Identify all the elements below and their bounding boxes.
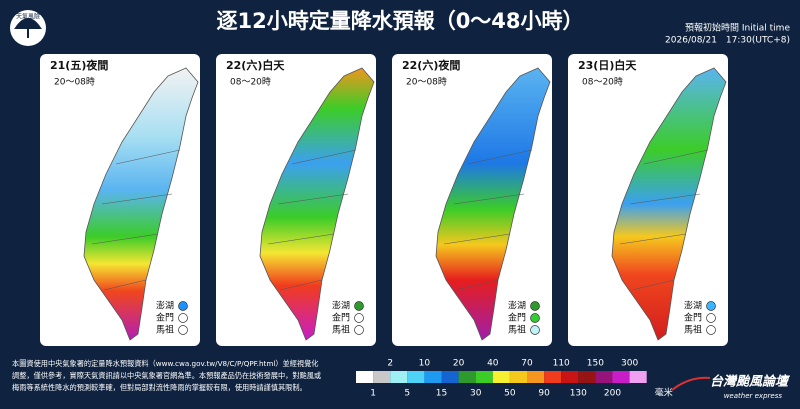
- island-rain: [354, 301, 364, 311]
- island-rain: [354, 325, 364, 335]
- taiwan-map: [435, 67, 551, 341]
- island-rain: [706, 301, 716, 311]
- scale-unit: 毫米: [655, 387, 673, 399]
- scale-swatch: [509, 371, 527, 383]
- init-time-label: 預報初始時間 Initial time: [685, 22, 790, 34]
- scale-swatch: [424, 371, 442, 383]
- logo-umbrella: [14, 18, 42, 38]
- note-line: 本圖資使用中央氣象署的定量降水預報資料（www.cwa.gov.tw/V8/C/…: [12, 359, 318, 368]
- scale-label: 15: [436, 389, 447, 399]
- init-time-value: 2026/08/21 17:30(UTC+8): [665, 36, 790, 46]
- scale-swatch: [492, 371, 510, 383]
- island-rain: [706, 325, 716, 335]
- taiwan-map: [611, 67, 727, 341]
- scale-swatch: [544, 371, 562, 383]
- panel-hours: 08～20時: [230, 77, 271, 88]
- island-name: 澎湖: [156, 300, 174, 312]
- panel-date: 22(六)白天: [226, 58, 285, 72]
- title: 逐12小時定量降水預報（0～48小時）: [216, 9, 583, 33]
- county-borders: [619, 149, 709, 291]
- island-name: 馬祖: [156, 324, 174, 336]
- county-borders: [267, 149, 357, 291]
- scale-label: 110: [553, 359, 570, 369]
- island-rain: [354, 313, 364, 323]
- panel-date: 21(五)夜間: [50, 58, 108, 72]
- scale-label: 300: [621, 359, 638, 369]
- scale-label: 30: [470, 389, 482, 399]
- scale-label: 150: [587, 359, 604, 369]
- scale-swatch: [356, 371, 374, 383]
- island-name: 金門: [332, 312, 350, 324]
- panel-date: 22(六)夜間: [402, 58, 460, 72]
- scale-swatch: [475, 371, 493, 383]
- scale-swatch: [373, 371, 391, 383]
- brand-swoosh: [671, 376, 711, 391]
- scale-label: 2: [387, 359, 393, 369]
- panel-hours: 20～08時: [54, 77, 95, 88]
- island-name: 馬祖: [684, 324, 702, 336]
- scale-label: 1: [370, 389, 376, 399]
- panel-hours: 20～08時: [406, 77, 447, 88]
- island-name: 金門: [508, 312, 526, 324]
- taiwan-map: [259, 67, 375, 341]
- scale-swatch: [561, 371, 579, 383]
- scale-label: 200: [604, 389, 621, 399]
- island-name: 澎湖: [684, 300, 702, 312]
- scale-label: 10: [419, 359, 431, 369]
- note-line: 調整，僅供參考，實際天氣資訊請以中央氣象署官網為準。本預報產品仍在技術發展中，對…: [12, 371, 321, 380]
- scale-swatch: [527, 371, 545, 383]
- island-rain: [178, 325, 188, 335]
- county-borders: [91, 149, 181, 291]
- scale-swatch: [441, 371, 459, 383]
- island-name: 金門: [684, 312, 702, 324]
- panel-hours: 08～20時: [582, 77, 623, 88]
- island-name: 金門: [156, 312, 174, 324]
- island-rain: [178, 313, 188, 323]
- scale-label: 90: [538, 389, 550, 399]
- scale-label: 130: [570, 389, 587, 399]
- island-rain: [706, 313, 716, 323]
- scale-label: 50: [504, 389, 516, 399]
- island-rain: [530, 301, 540, 311]
- scale-swatch: [629, 371, 647, 383]
- island-name: 澎湖: [508, 300, 526, 312]
- scale-swatch: [612, 371, 630, 383]
- island-rain: [178, 301, 188, 311]
- taiwan-map: [83, 67, 199, 341]
- scale-swatch: [595, 371, 613, 383]
- scale-label: 20: [453, 359, 465, 369]
- island-name: 馬祖: [508, 324, 526, 336]
- island-name: 馬祖: [332, 324, 350, 336]
- island-name: 澎湖: [332, 300, 350, 312]
- scale-swatch: [458, 371, 476, 383]
- island-rain: [530, 325, 540, 335]
- note-line: 梅雨等系統性降水的預測較準確，但對局部對流性降雨的掌握較有限，使用時請謹慎其限制…: [12, 383, 307, 392]
- brand-tagline: weather express: [724, 392, 783, 400]
- scale-swatch: [578, 371, 596, 383]
- island-rain: [530, 313, 540, 323]
- brand-name: 台灣颱風論壇: [710, 374, 791, 390]
- panel-date: 23(日)白天: [578, 58, 637, 72]
- scale-label: 40: [487, 359, 499, 369]
- scale-label: 70: [521, 359, 533, 369]
- scale-label: 5: [404, 389, 410, 399]
- scale-swatch: [407, 371, 425, 383]
- scale-swatch: [390, 371, 408, 383]
- logo-text: 天氣風險: [16, 13, 40, 21]
- county-borders: [443, 149, 533, 291]
